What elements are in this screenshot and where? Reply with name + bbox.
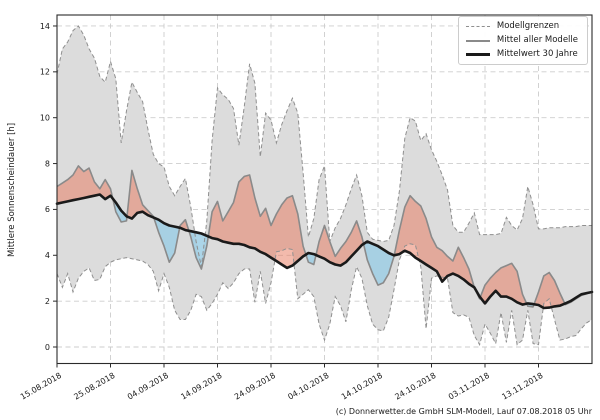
model-range-upper-line <box>56 25 592 267</box>
gray-line-swatch <box>465 39 490 42</box>
y-tick-label: 6 <box>45 205 50 214</box>
y-tick-label: 4 <box>45 251 50 260</box>
legend-label: Modellgrenzen <box>496 21 560 31</box>
legend-item-mittelwert-30-jahre: Mittelwert 30 Jahre <box>465 49 578 60</box>
y-tick-label: 8 <box>45 159 50 168</box>
y-tick-label: 0 <box>45 343 50 352</box>
legend-item-mittel-aller-modelle: Mittel aller Modelle <box>465 35 578 46</box>
black-line-swatch <box>465 53 490 56</box>
legend-label: Mittel aller Modelle <box>496 35 578 45</box>
y-axis-title: Mittlere Sonnenscheindauer [h] <box>7 122 17 257</box>
y-tick-label: 12 <box>40 68 50 77</box>
dashed-line-swatch <box>465 26 490 27</box>
legend: Modellgrenzen Mittel aller Modelle Mitte… <box>457 16 588 65</box>
fill-above-normal <box>127 170 154 219</box>
model-range-lower-line <box>56 243 593 347</box>
copyright-caption: (c) Donnerwetter.de GmbH SLM-Modell, Lau… <box>335 407 592 416</box>
fill-above-normal <box>208 175 306 268</box>
y-tick-label: 14 <box>40 22 50 31</box>
climate-mean-line <box>55 193 594 310</box>
legend-label: Mittelwert 30 Jahre <box>496 49 578 59</box>
fill-above-normal <box>534 272 565 308</box>
legend-item-modellgrenzen: Modellgrenzen <box>465 21 578 32</box>
y-tick-label: 10 <box>40 114 50 123</box>
fill-above-normal <box>394 195 475 288</box>
fill-below-normal <box>153 217 180 263</box>
model-mean-line <box>56 165 593 308</box>
y-tick-label: 2 <box>45 297 50 306</box>
